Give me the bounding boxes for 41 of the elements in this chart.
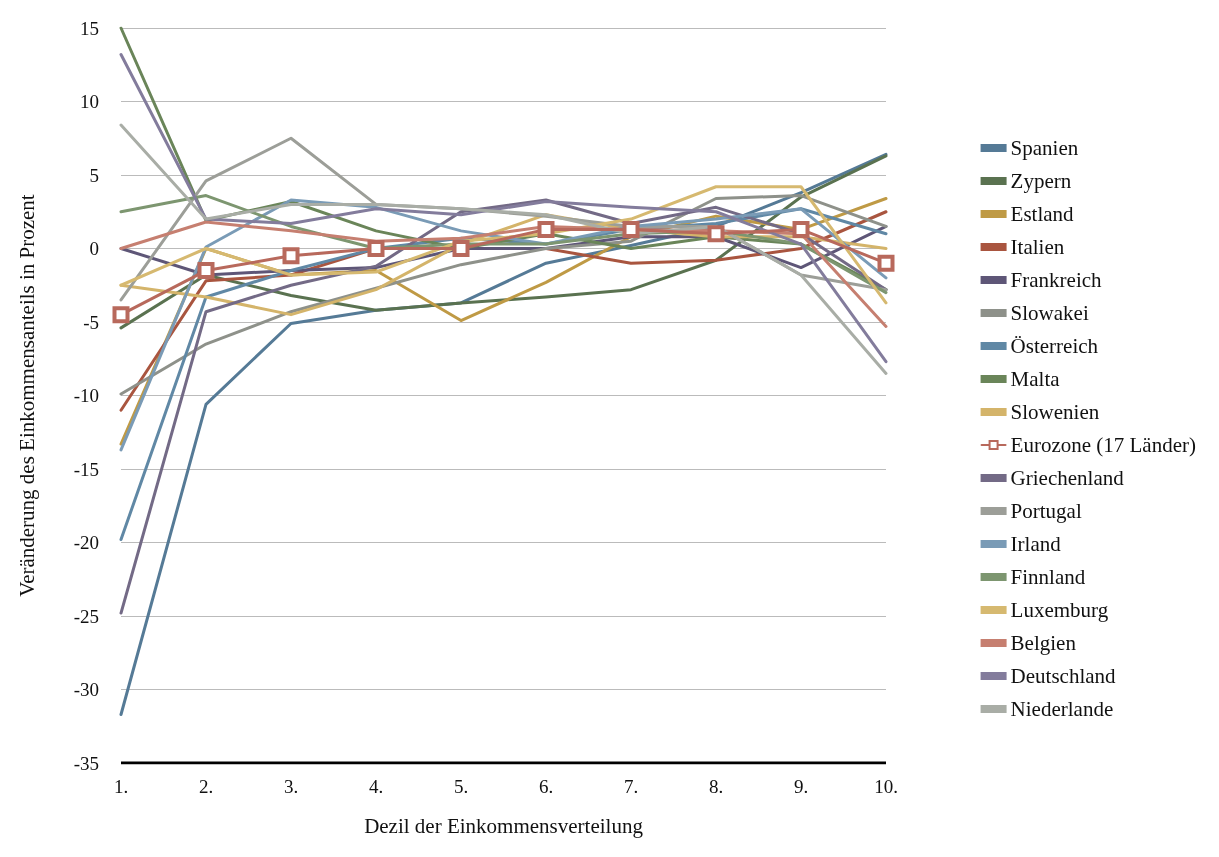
x-tick-label: 6. [538,776,554,797]
legend-label: Luxemburg [1010,598,1109,622]
legend-label: Belgien [1010,631,1077,655]
x-axis-title: Dezil der Einkommensverteilung [364,813,644,838]
x-tick-label: 8. [708,776,724,797]
y-tick-label: 15 [80,17,99,39]
y-tick-label: -20 [73,532,99,553]
y-tick-label: 0 [89,238,99,259]
legend-label: Malta [1010,367,1061,391]
legend-label: Slowakei [1010,301,1089,325]
y-tick-label: -10 [73,385,99,406]
x-tick-label: 4. [368,776,384,797]
legend-label: Zypern [1010,169,1072,193]
x-tick-label: 1. [113,776,129,797]
legend-label: Slowenien [1010,400,1100,424]
x-tick-label: 5. [453,776,469,797]
y-tick-label: -35 [73,752,99,774]
legend-label: Deutschland [1010,664,1117,688]
x-tick-label: 3. [283,776,299,797]
y-tick-label: -30 [73,679,99,700]
y-tick-label: -25 [73,605,99,627]
legend-label: Niederlande [1010,697,1114,721]
legend-label: Spanien [1010,136,1079,160]
legend-label: Italien [1010,235,1065,259]
legend-label: Estland [1010,202,1075,226]
y-axis-title: Veränderung des Einkommensanteils in Prozent [14,194,39,597]
legend-label: Frankreich [1010,268,1103,292]
legend-label: Griechenland [1010,466,1125,490]
x-tick-label: 2. [198,776,214,797]
legend-label: Portugal [1010,499,1082,523]
x-tick-label: 9. [793,776,809,797]
y-tick-label: -5 [83,311,99,333]
x-tick-label: 7. [623,776,639,797]
legend-label: Österreich [1010,334,1099,358]
y-tick-label: -15 [73,458,99,480]
legend-label: Eurozone (17 Länder) [1010,433,1197,457]
y-tick-label: 5 [89,164,99,186]
x-tick-label: 10. [874,776,898,797]
legend-label: Irland [1010,532,1062,556]
y-tick-label: 10 [80,91,99,112]
legend-label: Finnland [1010,565,1086,589]
